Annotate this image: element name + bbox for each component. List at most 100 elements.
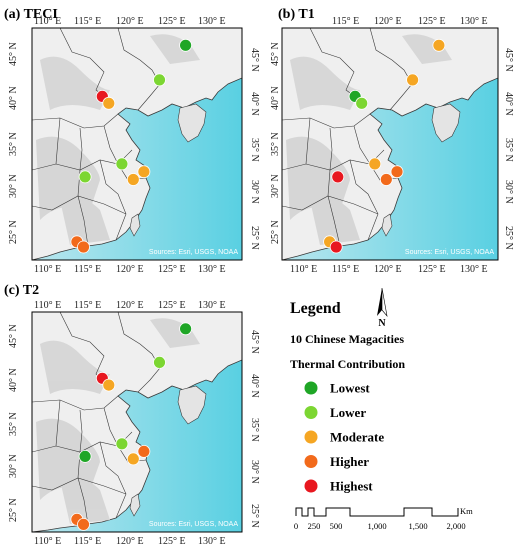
y-tick-label: 30° N: [8, 174, 19, 198]
x-tick-label: 130° E: [460, 16, 488, 27]
terrain-shading: [36, 34, 200, 245]
scale-tick-label: 2,000: [446, 521, 465, 531]
y-tick-label: 25° N: [249, 226, 260, 250]
legend-label: Lower: [330, 405, 366, 420]
city-marker: [153, 355, 166, 369]
panel-c: (c) T2 110° E 115° E 120° E 125° E 130° …: [4, 283, 260, 547]
panel-a-y-ticks: 45° N 40° N 35° N 30° N 25° N 45° N 40° …: [8, 42, 260, 249]
x-tick-label: 125° E: [158, 264, 186, 275]
city-marker: [78, 449, 92, 463]
scale-tick-label: 500: [330, 521, 343, 531]
city-marker: [329, 240, 343, 254]
y-tick-label: 35° N: [249, 418, 260, 442]
y-tick-label: 40° N: [8, 86, 19, 110]
x-tick-label: 130° E: [198, 300, 226, 311]
legend-subtitle-cities: 10 Chinese Magacities: [290, 332, 404, 346]
panel-c-frame: [31, 311, 243, 533]
city-marker: [153, 73, 166, 87]
panel-b-y-ticks: 45° N 40° N 35° N 30° N 25° N 45° N 40° …: [270, 42, 514, 249]
legend-label: Highest: [330, 479, 373, 494]
city-marker: [115, 437, 129, 451]
y-tick-label: 35° N: [8, 412, 19, 436]
x-tick-label: 115° E: [74, 300, 101, 311]
x-tick-label: 125° E: [158, 16, 186, 27]
x-tick-label: 120° E: [116, 536, 144, 547]
taiwan: [129, 213, 141, 237]
y-tick-label: 45° N: [270, 42, 281, 66]
city-marker: [379, 173, 393, 186]
city-marker: [432, 38, 446, 52]
scale-tick-label: 0: [294, 521, 298, 531]
panel-a-cities: [70, 38, 193, 254]
north-arrow: N: [377, 287, 388, 329]
legend-label: Moderate: [330, 430, 384, 445]
panel-a-map: [32, 28, 242, 260]
panel-b-title: (b) T1: [278, 7, 315, 22]
legend-title: Legend: [290, 300, 341, 317]
city-marker: [78, 170, 92, 184]
x-tick-label: 115° E: [332, 264, 359, 275]
panel-c-cities: [70, 322, 193, 531]
city-marker: [390, 165, 404, 179]
scale-bar: Km 0 250 500 1,000 1,500 2,000: [294, 506, 473, 531]
y-tick-label: 45° N: [8, 42, 19, 66]
x-tick-label: 120° E: [116, 16, 144, 27]
x-tick-label: 120° E: [116, 264, 144, 275]
panel-b-frame: [281, 27, 499, 261]
y-tick-label: 45° N: [503, 48, 514, 72]
taiwan: [381, 213, 393, 237]
y-tick-label: 40° N: [249, 374, 260, 398]
legend-label: Lowest: [330, 381, 370, 396]
city-marker: [137, 444, 151, 458]
y-tick-label: 30° N: [249, 180, 260, 204]
x-tick-label: 110° E: [34, 16, 61, 27]
y-tick-label: 30° N: [249, 460, 260, 484]
city-marker: [179, 322, 193, 336]
legend-label: Higher: [330, 454, 369, 469]
x-tick-label: 110° E: [290, 264, 317, 275]
x-tick-label: 110° E: [34, 300, 61, 311]
y-tick-label: 30° N: [270, 174, 281, 198]
y-tick-label: 45° N: [249, 48, 260, 72]
legend-marker: [304, 430, 318, 444]
scale-unit: Km: [460, 506, 473, 516]
y-tick-label: 45° N: [8, 324, 19, 348]
city-marker: [77, 518, 90, 531]
y-tick-label: 25° N: [8, 498, 19, 522]
panel-c-y-ticks: 45° N 40° N 35° N 30° N 25° N 45° N 40° …: [8, 324, 260, 527]
city-marker: [126, 173, 140, 186]
y-tick-label: 45° N: [249, 330, 260, 354]
x-tick-label: 110° E: [34, 264, 61, 275]
x-tick-label: 120° E: [374, 264, 402, 275]
panel-b-source-credit: Sources: Esri, USGS, NOAA: [405, 249, 494, 256]
city-marker: [368, 157, 382, 171]
panel-b: (b) T1 115° E 120° E 125° E 130° E 110° …: [270, 7, 514, 275]
x-tick-label: 125° E: [418, 16, 446, 27]
y-tick-label: 40° N: [503, 92, 514, 116]
panel-c-title: (c) T2: [4, 283, 39, 298]
y-tick-label: 25° N: [503, 226, 514, 250]
y-tick-label: 30° N: [503, 180, 514, 204]
x-tick-label: 110° E: [34, 536, 61, 547]
city-marker: [126, 452, 140, 466]
city-marker: [115, 157, 129, 171]
y-tick-label: 25° N: [270, 220, 281, 244]
province-borders: [282, 28, 413, 247]
y-tick-label: 25° N: [8, 220, 19, 244]
city-marker: [77, 240, 90, 254]
korea: [177, 103, 207, 143]
legend: Legend 10 Chinese Magacities Thermal Con…: [290, 300, 405, 494]
panel-c-x-ticks: 110° E 115° E 120° E 125° E 130° E 110° …: [34, 300, 226, 547]
korea: [431, 103, 461, 143]
x-tick-label: 130° E: [198, 16, 226, 27]
x-tick-label: 125° E: [418, 264, 446, 275]
x-tick-label: 115° E: [74, 264, 101, 275]
legend-marker: [304, 479, 318, 493]
legend-marker: [304, 406, 318, 419]
panel-c-source-credit: Sources: Esri, USGS, NOAA: [149, 521, 238, 528]
scale-bar-graphic: [295, 507, 459, 517]
city-marker: [331, 170, 345, 184]
panel-c-map: [32, 312, 242, 532]
y-tick-label: 35° N: [249, 138, 260, 162]
y-tick-label: 40° N: [249, 92, 260, 116]
